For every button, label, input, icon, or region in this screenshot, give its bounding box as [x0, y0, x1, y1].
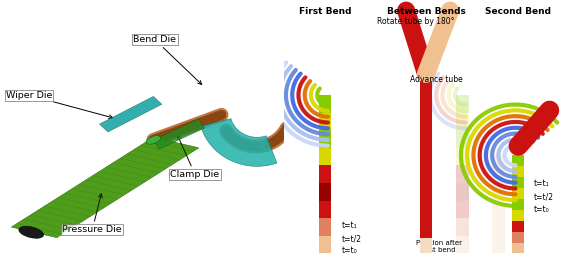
- Text: t=t/2: t=t/2: [533, 192, 553, 201]
- Text: First Bend: First Bend: [299, 7, 352, 16]
- Bar: [512, 210, 524, 221]
- Bar: [319, 148, 331, 166]
- Text: Advance tube: Advance tube: [410, 75, 462, 84]
- Bar: [512, 188, 524, 199]
- Bar: [512, 166, 524, 177]
- Text: Bend Die: Bend Die: [133, 35, 202, 84]
- Ellipse shape: [146, 136, 161, 144]
- Polygon shape: [99, 96, 162, 132]
- Polygon shape: [153, 119, 204, 149]
- Bar: [420, 74, 432, 238]
- Bar: [512, 232, 524, 243]
- Text: t=t₁: t=t₁: [533, 179, 549, 188]
- Text: t=t₀: t=t₀: [533, 205, 549, 214]
- Bar: [512, 177, 524, 188]
- Text: t=t/2: t=t/2: [342, 234, 362, 243]
- Bar: [319, 218, 331, 236]
- Polygon shape: [11, 137, 199, 238]
- Bar: [319, 95, 331, 113]
- Bar: [319, 130, 331, 148]
- Bar: [512, 199, 524, 210]
- Text: Second Bend: Second Bend: [485, 7, 552, 16]
- Text: t=t₁: t=t₁: [342, 221, 358, 230]
- Text: Clamp Die: Clamp Die: [170, 135, 219, 179]
- Text: Pressure Die: Pressure Die: [62, 194, 122, 234]
- Bar: [456, 113, 470, 130]
- Bar: [512, 221, 524, 232]
- Polygon shape: [201, 119, 277, 166]
- Bar: [420, 238, 432, 253]
- Bar: [456, 148, 470, 166]
- Bar: [492, 155, 505, 253]
- Ellipse shape: [19, 226, 44, 238]
- Bar: [456, 201, 470, 218]
- Bar: [456, 218, 470, 236]
- Bar: [456, 130, 470, 148]
- Bar: [319, 166, 331, 183]
- Bar: [319, 236, 331, 253]
- Text: t=t₀: t=t₀: [342, 246, 358, 255]
- Bar: [512, 155, 524, 166]
- Text: Wiper Die: Wiper Die: [6, 91, 112, 119]
- Bar: [456, 166, 470, 183]
- Bar: [456, 236, 470, 253]
- Text: Position after
first bend: Position after first bend: [416, 239, 462, 253]
- Bar: [512, 243, 524, 253]
- Bar: [456, 183, 470, 201]
- Bar: [456, 95, 470, 113]
- Bar: [319, 201, 331, 218]
- Bar: [319, 113, 331, 130]
- Text: Between Bends: Between Bends: [387, 7, 465, 16]
- Bar: [319, 183, 331, 201]
- Text: Rotate tube by 180°: Rotate tube by 180°: [377, 17, 455, 26]
